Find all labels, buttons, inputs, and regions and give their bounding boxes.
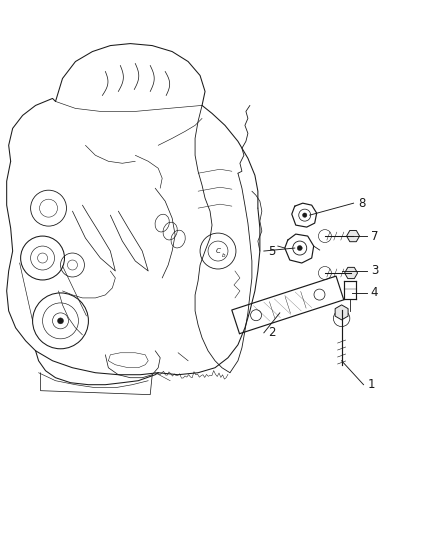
Circle shape [303,213,307,217]
Text: C: C [215,248,220,254]
Text: 5: 5 [268,245,276,257]
Text: 3: 3 [371,264,378,278]
Polygon shape [345,268,357,279]
Text: 2: 2 [268,326,276,340]
Circle shape [297,246,302,251]
Circle shape [57,318,64,324]
Text: b: b [222,253,226,257]
Text: 7: 7 [371,230,378,243]
Text: 1: 1 [368,378,375,391]
Text: 4: 4 [371,286,378,300]
Text: 8: 8 [358,197,365,209]
Polygon shape [335,305,348,320]
Polygon shape [346,230,360,241]
